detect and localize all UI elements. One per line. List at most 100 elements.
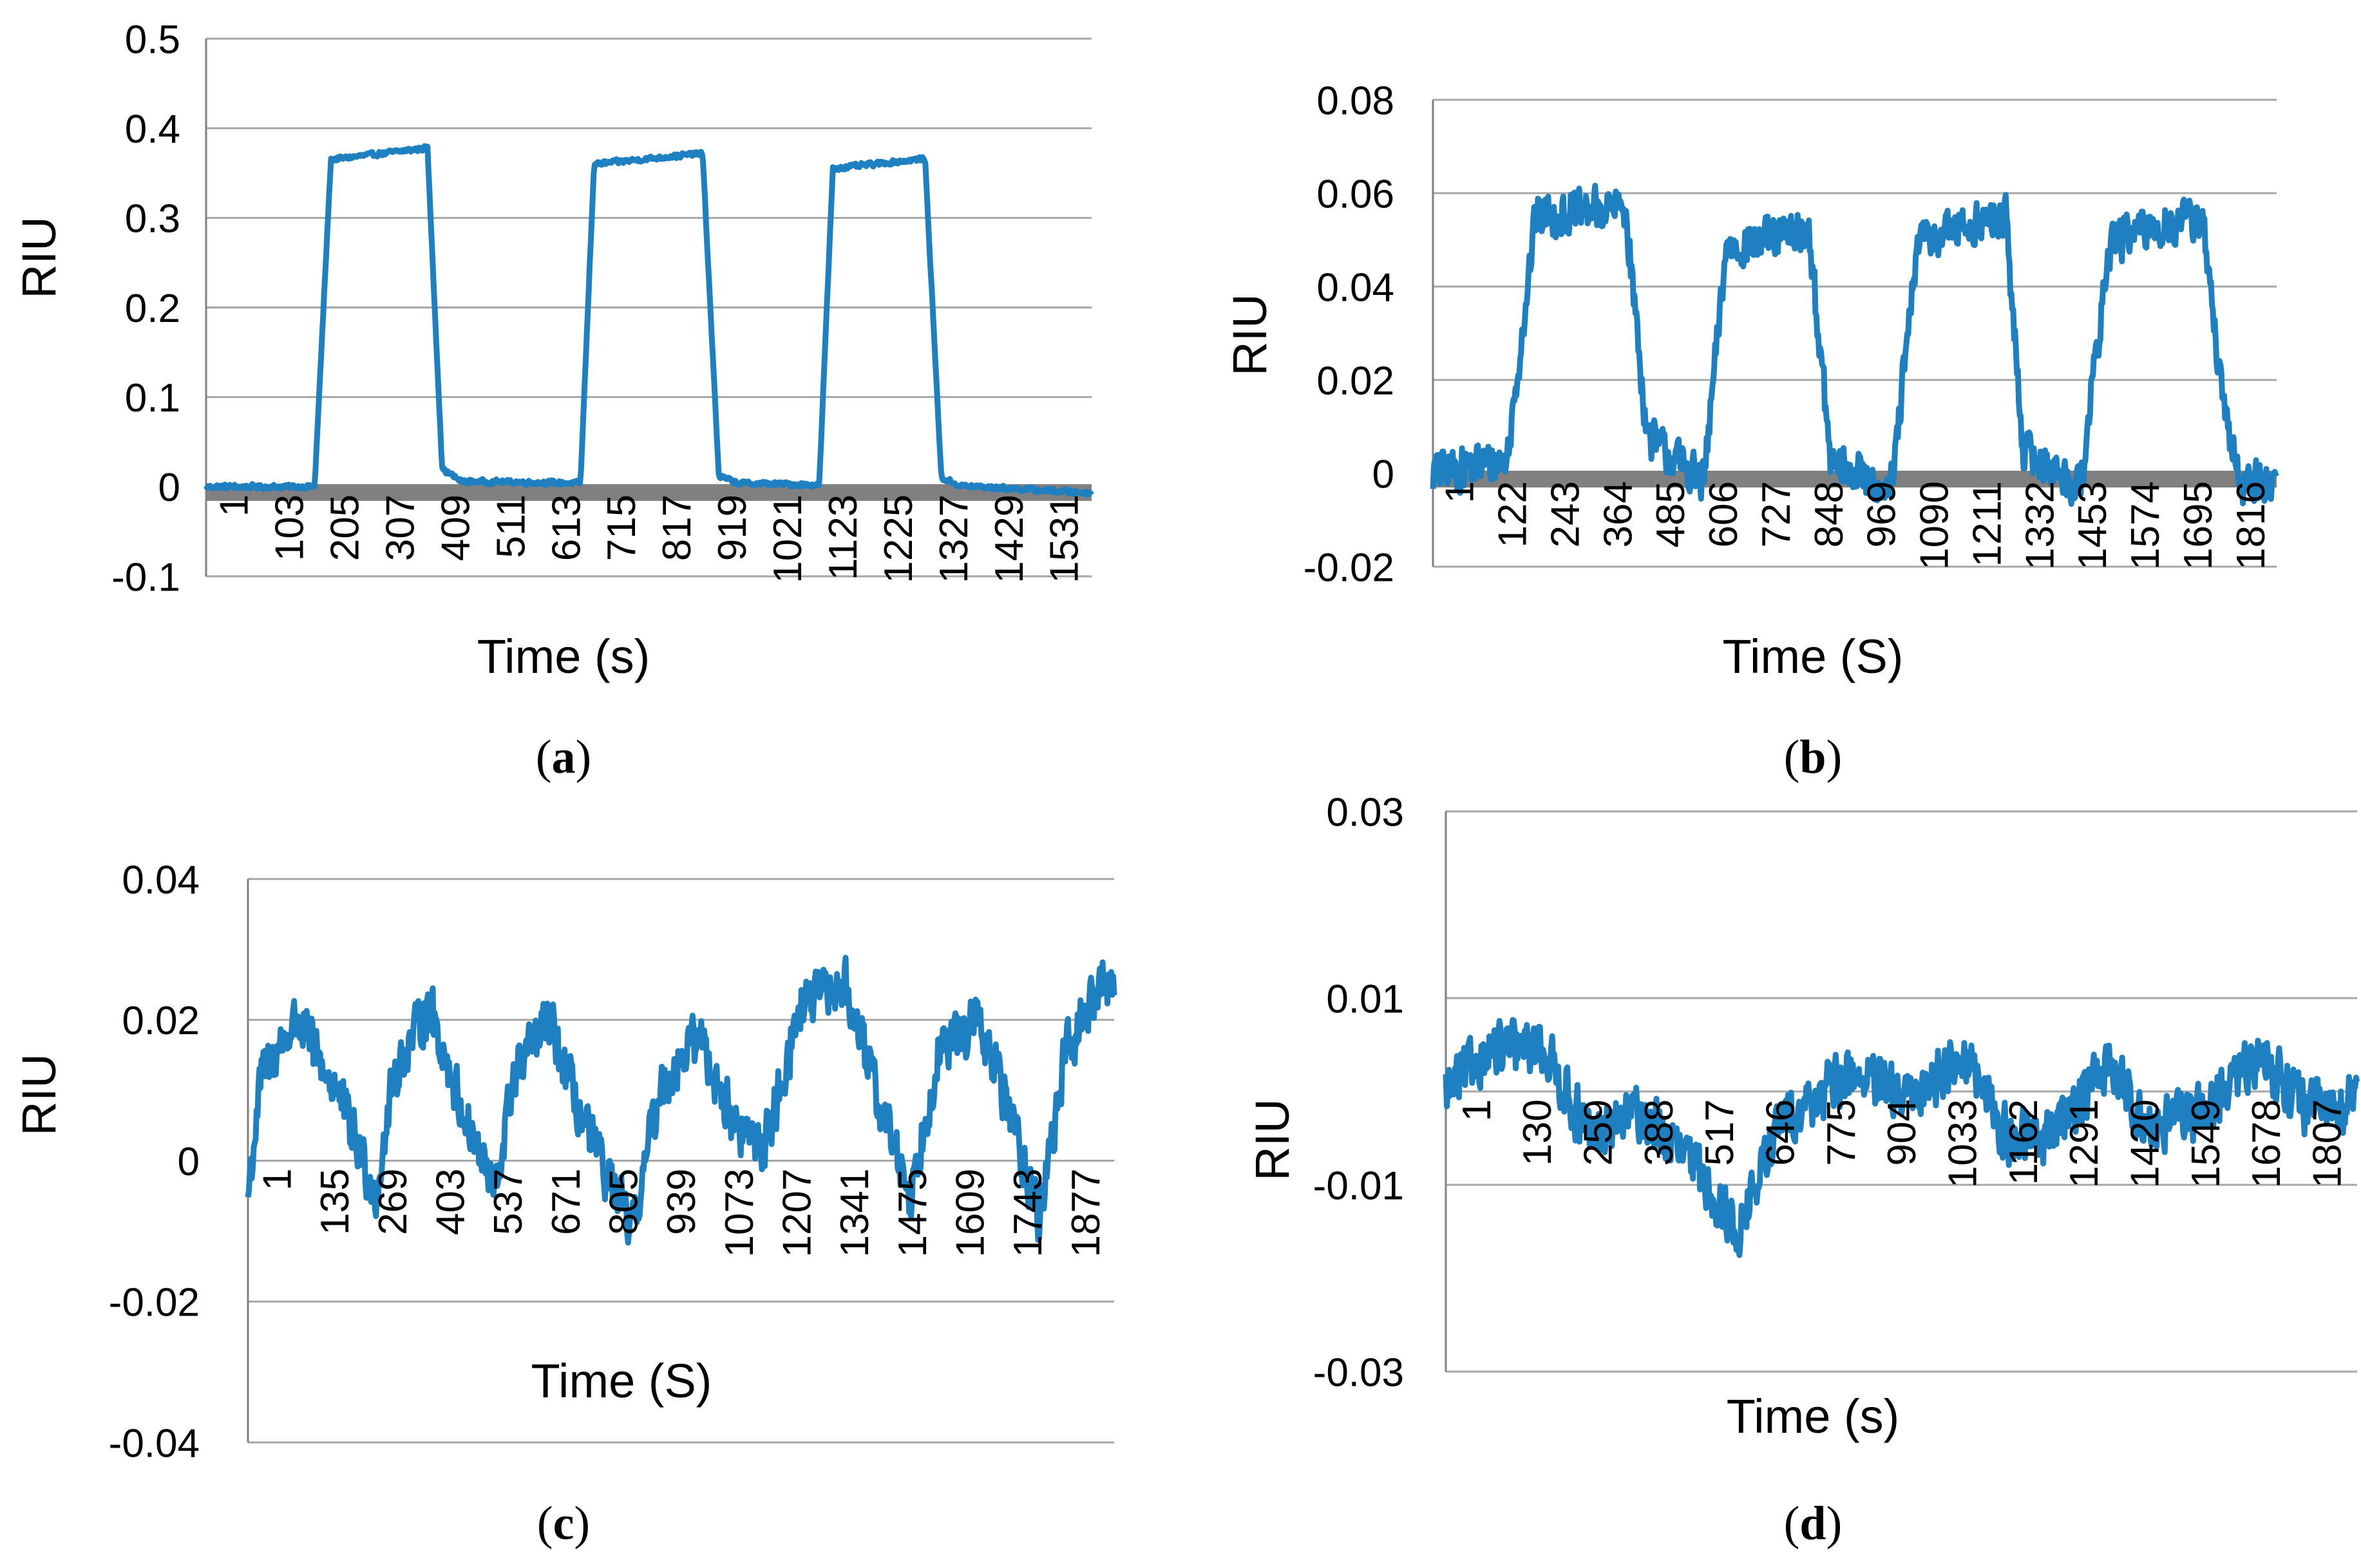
x-tick-label: 409 bbox=[433, 495, 478, 561]
x-tick-label: 1162 bbox=[2002, 1099, 2046, 1185]
x-tick-label: 671 bbox=[544, 1169, 589, 1235]
y-axis-title: RIU bbox=[1246, 1099, 1299, 1180]
panel-d-chart: -0.03 -0.01 0.01 0.03 1 130 259 388 517 646 775 904… bbox=[1246, 790, 2360, 1550]
x-tick-label: 1420 bbox=[2123, 1099, 2168, 1188]
x-tick-label: 1549 bbox=[2184, 1099, 2228, 1188]
y-axis-title: RIU bbox=[12, 216, 66, 298]
x-tick-label: 403 bbox=[429, 1169, 473, 1235]
panel-caption: (d) bbox=[1784, 1497, 1842, 1550]
y-tick-label: 0.3 bbox=[125, 197, 180, 241]
x-tick-label: 1 bbox=[213, 495, 257, 516]
x-tick-label: 1816 bbox=[2229, 481, 2273, 570]
x-axis-title: Time (S) bbox=[1723, 630, 1904, 683]
x-tick-label: 1211 bbox=[1965, 481, 2009, 567]
y-tick-label: 0.04 bbox=[122, 858, 200, 902]
y-tick-label: 0.1 bbox=[125, 376, 180, 420]
x-tick-label: 269 bbox=[371, 1169, 415, 1235]
y-tick-label: 0 bbox=[178, 1140, 200, 1184]
x-tick-label: 205 bbox=[323, 495, 368, 561]
panel-caption: (a) bbox=[536, 731, 591, 784]
x-tick-label: 775 bbox=[1819, 1099, 1864, 1166]
x-tick-label: 259 bbox=[1577, 1099, 1621, 1166]
x-tick-label: 646 bbox=[1759, 1099, 1803, 1166]
x-tick-label: 1609 bbox=[949, 1169, 993, 1258]
y-tick-label: 0 bbox=[158, 466, 180, 510]
panel-a-chart: -0.1 0 0.1 0.2 0.3 0.4 0.5 1 103 205 307 409 511 613 7… bbox=[12, 17, 1094, 784]
y-tick-label: -0.04 bbox=[109, 1421, 200, 1466]
data-series-line bbox=[204, 143, 1094, 498]
y-tick-label: -0.03 bbox=[1313, 1350, 1404, 1395]
x-tick-label: 606 bbox=[1702, 481, 1746, 547]
y-tick-label: 0.02 bbox=[122, 999, 200, 1043]
x-tick-label: 1073 bbox=[717, 1169, 762, 1258]
x-tick-label: 307 bbox=[378, 495, 422, 561]
y-tick-label: 0.03 bbox=[1326, 790, 1404, 835]
x-tick-label: 103 bbox=[268, 495, 312, 561]
x-tick-label: 1695 bbox=[2176, 481, 2221, 570]
y-tick-label: -0.02 bbox=[109, 1281, 200, 1325]
x-axis-bar bbox=[206, 484, 1092, 501]
x-tick-label: 1 bbox=[1455, 1099, 1499, 1121]
x-tick-label: 1531 bbox=[1043, 495, 1087, 583]
x-axis-title: Time (S) bbox=[531, 1354, 712, 1408]
x-axis-title: Time (s) bbox=[1727, 1390, 1900, 1443]
x-tick-label: 1743 bbox=[1006, 1169, 1050, 1258]
x-tick-label: 122 bbox=[1491, 481, 1535, 547]
x-tick-label: 715 bbox=[600, 495, 644, 561]
x-tick-label: 727 bbox=[1754, 481, 1799, 547]
data-series-line bbox=[245, 954, 1117, 1246]
x-tick-label: 848 bbox=[1807, 481, 1852, 547]
x-tick-label: 1574 bbox=[2123, 481, 2168, 570]
x-tick-label: 817 bbox=[655, 495, 699, 561]
x-tick-label: 969 bbox=[1860, 481, 1904, 547]
y-axis-title: RIU bbox=[12, 1053, 66, 1135]
x-tick-label: 805 bbox=[602, 1169, 647, 1235]
y-tick-label: 0.08 bbox=[1316, 79, 1394, 123]
y-tick-label: 0 bbox=[1372, 452, 1394, 496]
x-tick-label: 613 bbox=[544, 495, 589, 561]
x-tick-label: 1291 bbox=[2062, 1099, 2107, 1188]
x-tick-label: 135 bbox=[313, 1169, 357, 1235]
x-tick-label: 939 bbox=[659, 1169, 704, 1235]
y-tick-label: -0.01 bbox=[1313, 1164, 1404, 1208]
panel-b-chart: -0.02 0 0.02 0.04 0.06 0.08 1 122 243 364 485 606 72… bbox=[1223, 79, 2279, 784]
x-tick-label: 904 bbox=[1880, 1099, 1924, 1166]
x-tick-label: 1341 bbox=[833, 1169, 877, 1258]
x-tick-label: 1090 bbox=[1913, 481, 1957, 570]
x-tick-label: 1207 bbox=[775, 1169, 820, 1258]
y-tick-label: -0.02 bbox=[1304, 545, 1394, 590]
y-tick-label: 0.4 bbox=[125, 107, 180, 151]
x-tick-label: 243 bbox=[1543, 481, 1588, 547]
y-tick-label: 0.02 bbox=[1316, 359, 1394, 403]
x-tick-label: 364 bbox=[1596, 481, 1640, 547]
y-tick-label: 0.5 bbox=[125, 17, 180, 62]
x-tick-label: 1807 bbox=[2306, 1099, 2350, 1188]
x-tick-label: 919 bbox=[710, 495, 755, 561]
x-tick-label: 1475 bbox=[891, 1169, 935, 1258]
y-tick-label: 0.06 bbox=[1316, 172, 1394, 216]
y-tick-label: 0.2 bbox=[125, 287, 180, 331]
x-tick-label: 1021 bbox=[766, 495, 810, 583]
x-axis-title: Time (s) bbox=[477, 630, 650, 683]
x-tick-label: 511 bbox=[489, 495, 533, 558]
panel-caption: (b) bbox=[1784, 731, 1842, 784]
x-tick-label: 1429 bbox=[987, 495, 1032, 583]
x-tick-label: 485 bbox=[1649, 481, 1693, 547]
y-tick-label: -0.1 bbox=[111, 555, 180, 600]
x-tick-label: 1327 bbox=[932, 495, 976, 583]
data-series-line bbox=[1443, 1017, 2360, 1258]
data-series-line bbox=[1430, 182, 2279, 507]
y-tick-label: 0.01 bbox=[1326, 977, 1404, 1021]
x-tick-label: 1877 bbox=[1064, 1169, 1108, 1258]
x-tick-label: 1 bbox=[256, 1169, 300, 1191]
y-axis-title: RIU bbox=[1223, 294, 1276, 375]
y-tick-label: 0.04 bbox=[1316, 265, 1394, 310]
x-tick-label: 1123 bbox=[821, 495, 866, 580]
x-tick-label: 537 bbox=[486, 1169, 531, 1235]
x-tick-label: 388 bbox=[1637, 1099, 1682, 1166]
panel-caption: (c) bbox=[537, 1497, 590, 1550]
x-tick-label: 1 bbox=[1438, 481, 1483, 503]
x-tick-label: 1678 bbox=[2244, 1099, 2289, 1188]
x-tick-label: 1332 bbox=[2018, 481, 2062, 570]
